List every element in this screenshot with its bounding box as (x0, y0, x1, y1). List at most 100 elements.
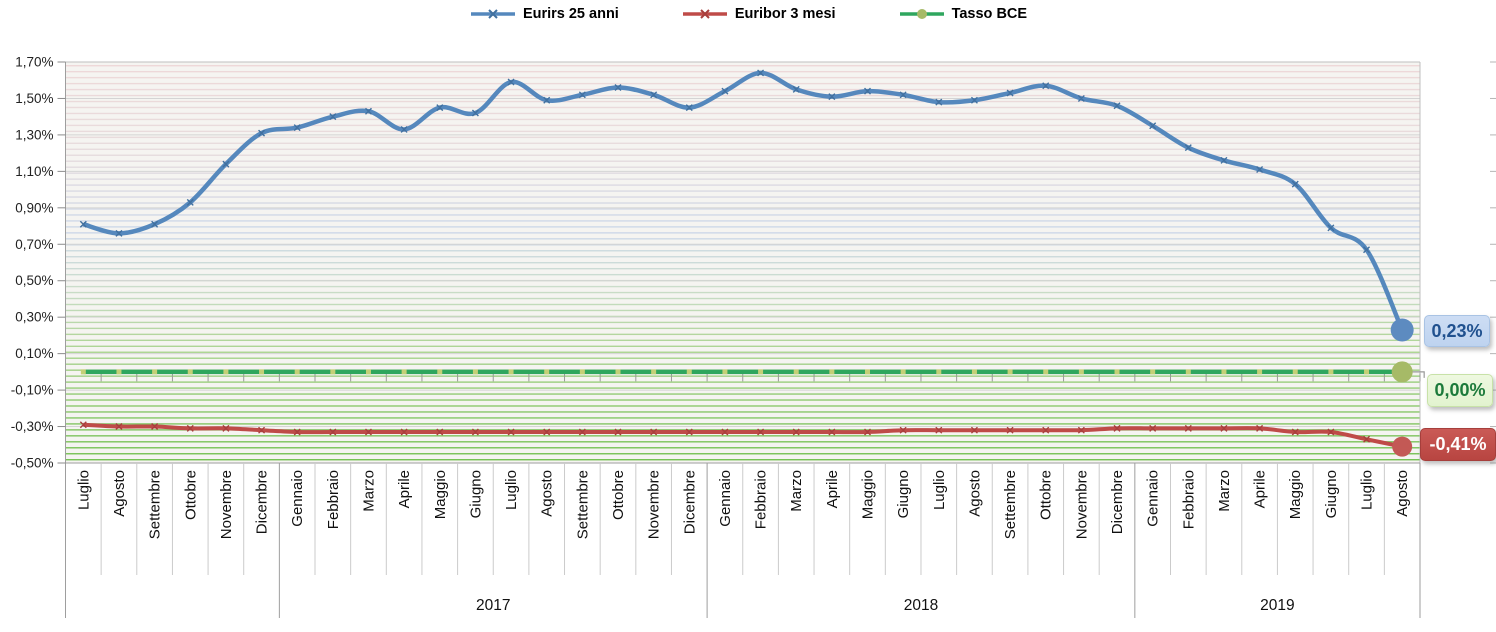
x-axis-month-label: Luglio (1359, 470, 1376, 510)
background-stripe (65, 100, 1420, 103)
background-stripe (65, 130, 1420, 133)
x-axis-month-label: Dicembre (1109, 470, 1126, 534)
end-value-badge-euribor: -0,41% (1420, 428, 1496, 461)
background-stripe (65, 196, 1420, 198)
x-axis-month-label: Aprile (824, 470, 841, 508)
data-point-marker-tasso (544, 369, 550, 375)
data-point-marker-tasso (330, 369, 336, 375)
x-axis-month-label: Febbraio (1180, 470, 1197, 529)
background-stripe (65, 429, 1420, 431)
background-stripe (65, 417, 1420, 419)
legend-marker-eurirs-line-icon (470, 9, 515, 19)
legend-label-eurirs: Eurirs 25 anni (522, 6, 619, 22)
background-stripe (65, 112, 1420, 115)
data-point-marker-tasso (615, 369, 621, 375)
background-stripe (65, 202, 1420, 204)
background-stripe (65, 393, 1420, 395)
background-stripe (65, 297, 1420, 300)
background-stripe (65, 124, 1420, 127)
data-point-markers-eurirs (79, 69, 1371, 254)
x-axis-month-label: Agosto (1394, 470, 1411, 517)
background-stripe (65, 321, 1420, 324)
background-stripe (65, 118, 1420, 121)
background-stripe (65, 166, 1420, 168)
background-stripe (65, 459, 1420, 461)
background-stripe (65, 82, 1420, 85)
background-stripe (65, 70, 1420, 73)
data-point-marker-tasso (1257, 369, 1263, 375)
x-axis-month-label: Giugno (895, 470, 912, 518)
background-stripe (65, 423, 1420, 425)
background-stripe (65, 142, 1420, 145)
x-axis-month-label: Novembre (1073, 470, 1090, 539)
background-stripe (65, 160, 1420, 162)
background-stripe (65, 351, 1420, 353)
end-point-circle-eurirs (1390, 318, 1414, 342)
x-axis-month-label: Maggio (860, 470, 877, 519)
legend-item-eurirs: Eurirs 25 anni (469, 6, 619, 22)
background-stripe (65, 178, 1420, 180)
y-axis-tick-label: -0,10% (11, 383, 54, 398)
y-axis-tick-label: 0,10% (15, 346, 53, 361)
background-stripe (65, 447, 1420, 449)
data-point-marker-tasso (116, 369, 122, 375)
x-axis-month-label: Luglio (75, 470, 92, 510)
chart-legend: Eurirs 25 anni Euribor 3 mesi Tasso BCE (0, 6, 1496, 22)
background-stripe (65, 291, 1420, 294)
background-stripe (65, 273, 1420, 276)
x-axis-month-label: Febbraio (325, 470, 342, 529)
legend-item-euribor: Euribor 3 mesi (681, 6, 836, 22)
background-stripe (65, 405, 1420, 407)
x-axis-month-label: Settembre (147, 470, 164, 539)
background-stripe (65, 363, 1420, 365)
x-axis-month-label: Giugno (467, 470, 484, 518)
background-stripe (65, 250, 1420, 252)
y-axis-tick-label: 1,70% (15, 55, 53, 70)
background-stripe (65, 441, 1420, 443)
background-stripe (65, 327, 1420, 330)
y-axis-tick-label: 0,50% (15, 273, 53, 288)
x-axis-month-label: Luglio (931, 470, 948, 510)
background-stripe (65, 262, 1420, 264)
x-axis-month-label: Novembre (218, 470, 235, 539)
x-axis-month-label: Dicembre (254, 470, 271, 534)
background-stripe (65, 357, 1420, 359)
year-label: 2019 (1260, 597, 1294, 614)
series-line-euribor (83, 422, 1403, 449)
end-value-badge-tasso-bce: 0,00% (1427, 374, 1493, 407)
data-point-marker-tasso (686, 369, 692, 375)
y-axis-tick-label: 0,30% (15, 310, 53, 325)
data-point-marker-tasso (1185, 369, 1191, 375)
data-point-marker-tasso (579, 369, 585, 375)
x-axis-month-label: Dicembre (681, 470, 698, 534)
data-point-marker-tasso (294, 369, 300, 375)
background-stripe (65, 94, 1420, 97)
data-point-marker-tasso (1328, 369, 1334, 375)
legend-marker-tasso-line-icon (899, 9, 944, 19)
x-axis-month-label: Ottobre (610, 470, 627, 520)
year-label: 2018 (904, 597, 938, 614)
background-stripe (65, 399, 1420, 401)
background-stripe (65, 333, 1420, 336)
background-stripe (65, 387, 1420, 389)
background-stripe (65, 190, 1420, 192)
background-stripe (65, 244, 1420, 246)
data-point-marker-tasso (1150, 369, 1156, 375)
x-axis-month-label: Marzo (1216, 470, 1233, 512)
x-axis-month-label: Maggio (432, 470, 449, 519)
x-axis-month-label: Agosto (539, 470, 556, 517)
background-stripe (65, 238, 1420, 240)
data-point-marker-tasso (437, 369, 443, 375)
data-point-marker-tasso (865, 369, 871, 375)
y-axis-tick-label: 1,50% (15, 91, 53, 106)
x-axis-month-label: Novembre (646, 470, 663, 539)
background-stripe (65, 309, 1420, 312)
background-stripe (65, 232, 1420, 234)
badge-connector-tasso (1410, 371, 1425, 378)
data-point-marker-tasso (793, 369, 799, 375)
background-stripe (65, 315, 1420, 318)
data-point-marker-tasso (1043, 369, 1049, 375)
background-stripe (65, 453, 1420, 455)
